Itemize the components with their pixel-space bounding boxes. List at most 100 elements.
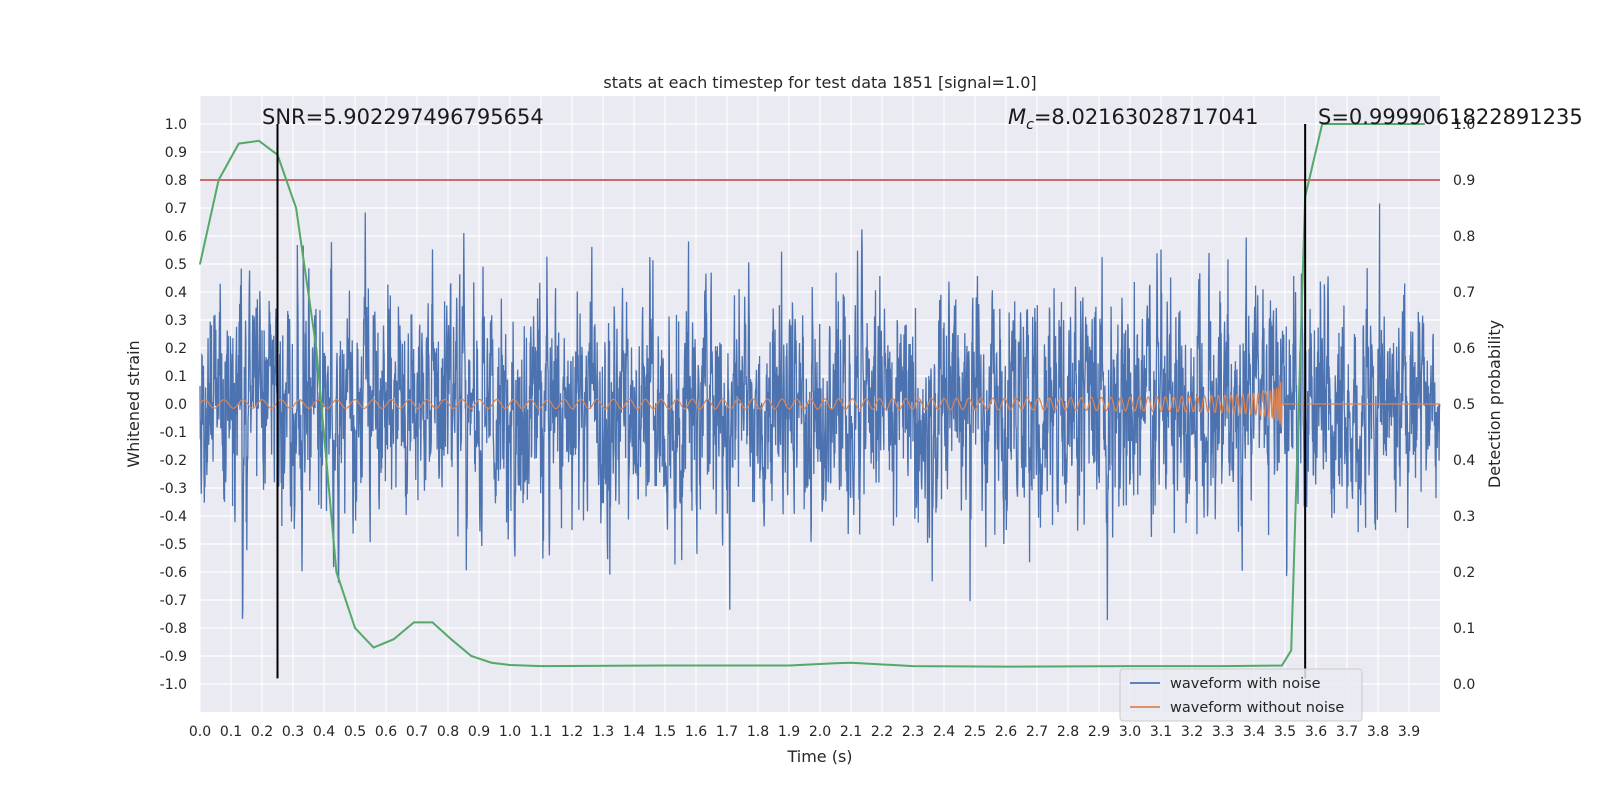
snr-annotation: SNR=5.902297496795654 (262, 105, 544, 129)
detection-probability-point (217, 179, 220, 181)
y-tick-label: -0.4 (160, 509, 187, 525)
x-tick-label: 2.9 (1088, 724, 1110, 740)
x-tick-label: 3.5 (1274, 724, 1296, 740)
y-tick-label: 0.8 (165, 173, 187, 189)
y-tick-label: -0.3 (160, 481, 187, 497)
x-tick-label: 2.0 (809, 724, 831, 740)
y-axis-label: Whitened strain (124, 340, 143, 467)
detection-probability-point (335, 571, 338, 573)
detection-probability-point (470, 655, 473, 657)
chart-title: stats at each timestep for test data 185… (603, 73, 1036, 92)
detection-probability-point (315, 347, 318, 349)
x-tick-label: 3.2 (1181, 724, 1203, 740)
y-tick-label: 0.6 (165, 229, 187, 245)
x-tick-label: 0.4 (313, 724, 335, 740)
y2-tick-label: 0.4 (1453, 453, 1475, 469)
x-tick-label: 3.8 (1367, 724, 1389, 740)
y2-tick-label: 0.0 (1453, 677, 1475, 693)
x-tick-label: 3.6 (1305, 724, 1327, 740)
x-tick-label: 3.0 (1119, 724, 1141, 740)
series-line-waveform-with-noise (199, 203, 1441, 621)
chirp-mass-symbol: M (1008, 105, 1026, 129)
detection-probability-point (850, 661, 852, 664)
detection-probability-point (431, 621, 434, 624)
y-tick-label: -0.7 (160, 593, 187, 609)
y2-tick-label: 1.0 (1453, 117, 1475, 133)
chirp-mass-subscript: c (1026, 117, 1034, 133)
detection-probability-point (372, 646, 375, 649)
series-line-waveform-without-noise (199, 381, 1440, 427)
chirp-mass-value: =8.02163028717041 (1034, 105, 1259, 129)
x-tick-label: 0.3 (282, 724, 304, 740)
x-tick-label: 2.6 (995, 724, 1017, 740)
y2-tick-label: 0.8 (1453, 229, 1475, 245)
x-tick-label: 1.1 (530, 724, 552, 740)
y-tick-label: -0.1 (160, 425, 187, 441)
detection-probability-point (912, 665, 914, 667)
x-tick-label: 1.2 (561, 724, 583, 740)
y-tick-label: 0.0 (165, 397, 187, 413)
y-tick-label: 0.3 (165, 313, 187, 329)
detection-probability-point (237, 142, 240, 145)
x-tick-label: 2.7 (1026, 724, 1048, 740)
x-tick-label: 3.1 (1150, 724, 1172, 740)
y2-tick-label: 0.7 (1453, 285, 1475, 301)
detection-probability-point (1321, 123, 1323, 125)
x-tick-label: 3.4 (1243, 724, 1265, 740)
x-tick-label: 1.4 (623, 724, 645, 740)
x-tick-label: 0.7 (406, 724, 428, 740)
detection-probability-point (258, 140, 260, 142)
y-tick-label: -1.0 (160, 677, 187, 693)
x-tick-label: 1.3 (592, 724, 614, 740)
x-tick-label: 0.9 (468, 724, 490, 740)
y2-tick-label: 0.9 (1453, 173, 1475, 189)
detection-probability-point (788, 664, 790, 667)
detection-probability-point (1129, 665, 1131, 667)
x-axis-label: Time (s) (786, 747, 852, 766)
legend-label-noise: waveform with noise (1170, 676, 1321, 692)
legend-box (1119, 668, 1363, 722)
y-tick-label: 0.9 (165, 145, 187, 161)
y-tick-label: -0.6 (160, 565, 187, 581)
y-tick-label: -0.9 (160, 649, 187, 665)
score-annotation: S=0.9999061822891235 (1318, 105, 1583, 129)
x-tick-label: 0.1 (220, 724, 242, 740)
x-axis-ticks: 0.0 0.1 0.2 0.3 0.4 0.5 0.6 0.7 0.8 0.9 1.0 1.1 1.2 1… (189, 724, 1420, 740)
detection-probability-point (1346, 123, 1348, 125)
y-tick-label: 0.2 (165, 341, 187, 357)
y2-tick-label: 0.3 (1453, 509, 1475, 525)
detection-probability-point (295, 207, 297, 209)
detection-probability-point (413, 621, 415, 624)
detection-probability-point (509, 664, 511, 666)
detection-probability-point (664, 664, 666, 667)
x-tick-label: 0.5 (344, 724, 366, 740)
x-tick-label: 2.5 (964, 724, 986, 740)
y-tick-label: -0.2 (160, 453, 187, 469)
y-tick-label: 1.0 (165, 117, 187, 133)
y2-axis-ticks: 1.0 0.9 0.8 0.7 0.6 0.5 0.4 0.3 0.2 0.1 0.0 (1453, 117, 1475, 693)
x-tick-label: 0.0 (189, 724, 211, 740)
x-tick-label: 2.3 (902, 724, 924, 740)
y2-tick-label: 0.6 (1453, 341, 1475, 357)
detection-probability-point (834, 662, 837, 665)
x-tick-label: 2.8 (1057, 724, 1079, 740)
x-tick-label: 1.0 (499, 724, 521, 740)
x-tick-label: 0.8 (437, 724, 459, 740)
y-tick-label: -0.8 (160, 621, 187, 637)
detection-probability-point (1005, 665, 1007, 668)
x-tick-label: 0.2 (251, 724, 273, 740)
x-tick-label: 3.3 (1212, 724, 1234, 740)
detection-probability-point (1290, 649, 1292, 652)
y-tick-label: -0.5 (160, 537, 187, 553)
chirp-mass-annotation: Mc=8.02163028717041 (1008, 105, 1259, 133)
y-tick-label: 0.1 (165, 369, 187, 385)
detection-probability-point (450, 638, 452, 640)
series-layer (199, 123, 1441, 679)
y-tick-label: 0.7 (165, 201, 187, 217)
x-tick-label: 3.7 (1336, 724, 1358, 740)
x-tick-label: 3.9 (1398, 724, 1420, 740)
legend: waveform with noise waveform without noi… (1119, 668, 1363, 722)
x-tick-label: 2.2 (871, 724, 893, 740)
y2-tick-label: 0.2 (1453, 565, 1475, 581)
